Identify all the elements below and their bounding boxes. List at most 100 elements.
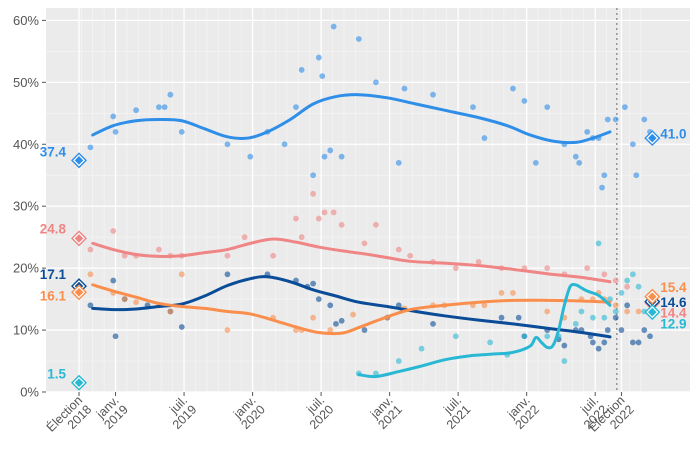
navy-poll-point — [624, 302, 631, 309]
pink-poll-point — [361, 240, 368, 247]
blue-poll-point — [532, 159, 539, 166]
pink-poll-point — [293, 215, 299, 222]
blue-poll-point — [338, 153, 345, 160]
pink-poll-point — [224, 252, 231, 259]
y-axis: 0% 10% 20% 30% 40% 50% 60% — [13, 13, 46, 400]
navy-poll-point — [333, 320, 339, 327]
blue-poll-point — [315, 54, 322, 61]
blue-end-marker — [647, 133, 657, 143]
navy-poll-point — [310, 280, 317, 287]
blue-end-label: 41.0 — [660, 127, 686, 142]
blue-poll-point — [87, 144, 94, 151]
orange-poll-point — [87, 271, 94, 278]
pink-poll-point — [121, 252, 128, 259]
pink-poll-point — [330, 209, 337, 216]
cyan-start-marker — [74, 378, 84, 388]
blue-poll-point — [156, 104, 162, 110]
blue-poll-point — [293, 104, 299, 110]
cyan-poll-point — [607, 296, 613, 302]
pink-poll-point — [475, 259, 482, 265]
cyan-poll-point — [629, 271, 636, 278]
x-tick-label: Élection2018 — [43, 392, 94, 443]
blue-poll-point — [327, 147, 334, 154]
blue-poll-point — [521, 98, 528, 104]
orange-poll-point — [167, 308, 174, 315]
blue-start-label: 37.4 — [40, 144, 67, 159]
blue-poll-point — [584, 128, 591, 135]
blue-poll-point — [629, 141, 636, 148]
cyan-poll-point — [544, 333, 551, 340]
navy-poll-point — [178, 324, 185, 330]
blue-poll-point — [604, 116, 611, 123]
blue-poll-point — [110, 113, 117, 120]
orange-poll-point — [133, 299, 140, 306]
navy-poll-point — [590, 339, 596, 346]
orange-poll-point — [178, 271, 185, 278]
pink-poll-point — [298, 234, 305, 241]
navy-poll-point — [361, 327, 368, 333]
orange-end-marker — [647, 292, 657, 301]
blue-poll-point — [161, 104, 168, 110]
cyan-poll-point — [521, 333, 528, 340]
cyan-start-label: 1.5 — [47, 367, 66, 382]
navy-poll-point — [87, 302, 94, 309]
blue-poll-point — [310, 172, 317, 179]
gridlines — [46, 8, 690, 393]
navy-poll-point — [561, 342, 568, 349]
y-tick-label: 20% — [13, 261, 39, 276]
blue-poll-point — [395, 159, 402, 166]
pink-poll-point — [310, 190, 317, 197]
blue-poll-point — [167, 91, 174, 98]
y-tick-label: 50% — [13, 75, 39, 90]
pink-poll-point — [601, 271, 608, 278]
navy-poll-point — [604, 327, 611, 333]
pink-poll-point — [395, 246, 402, 253]
navy-poll-point — [338, 317, 345, 324]
orange-poll-point — [310, 314, 317, 321]
pink-poll-point — [87, 246, 94, 253]
blue-poll-point — [510, 85, 516, 92]
pink-poll-point — [338, 221, 345, 228]
blue-poll-point — [401, 85, 408, 92]
blue-poll-point — [247, 153, 254, 160]
orange-end-label: 15.4 — [660, 280, 687, 295]
blue-poll-point — [576, 159, 583, 166]
navy-poll-point — [635, 339, 642, 346]
orange-poll-point — [612, 302, 619, 309]
orange-poll-point — [498, 290, 505, 296]
cyan-poll-point — [624, 277, 631, 284]
blue-poll-point — [281, 141, 288, 148]
navy-start-label: 17.1 — [40, 267, 67, 282]
cyan-poll-point — [595, 240, 602, 247]
navy-poll-point — [515, 314, 522, 321]
navy-poll-point — [112, 333, 119, 340]
navy-poll-point — [430, 320, 436, 327]
y-tick-label: 0% — [20, 385, 39, 400]
blue-poll-point — [612, 116, 619, 123]
navy-poll-point — [612, 314, 619, 321]
navy-poll-point — [629, 339, 636, 346]
orange-poll-point — [624, 308, 631, 315]
cyan-poll-point — [487, 339, 494, 346]
navy-poll-point — [315, 296, 322, 302]
blue-poll-point — [621, 104, 628, 110]
blue-poll-point — [601, 172, 608, 179]
blue-poll-point — [321, 153, 328, 160]
blue-poll-point — [481, 135, 488, 141]
navy-poll-point — [641, 327, 648, 333]
cyan-poll-point — [452, 333, 459, 340]
pink-poll-point — [110, 228, 117, 234]
navy-poll-point — [498, 314, 505, 321]
result-markers — [71, 130, 661, 391]
pink-poll-point — [624, 283, 631, 290]
cyan-poll-point — [612, 308, 619, 315]
orange-poll-point — [481, 302, 488, 309]
pink-poll-point — [321, 209, 328, 216]
cyan-poll-point — [395, 358, 402, 364]
navy-poll-point — [601, 339, 608, 346]
blue-trend-line — [91, 93, 612, 145]
blue-poll-point — [470, 104, 476, 110]
navy-poll-point — [618, 327, 625, 333]
navy-poll-point — [647, 333, 653, 340]
